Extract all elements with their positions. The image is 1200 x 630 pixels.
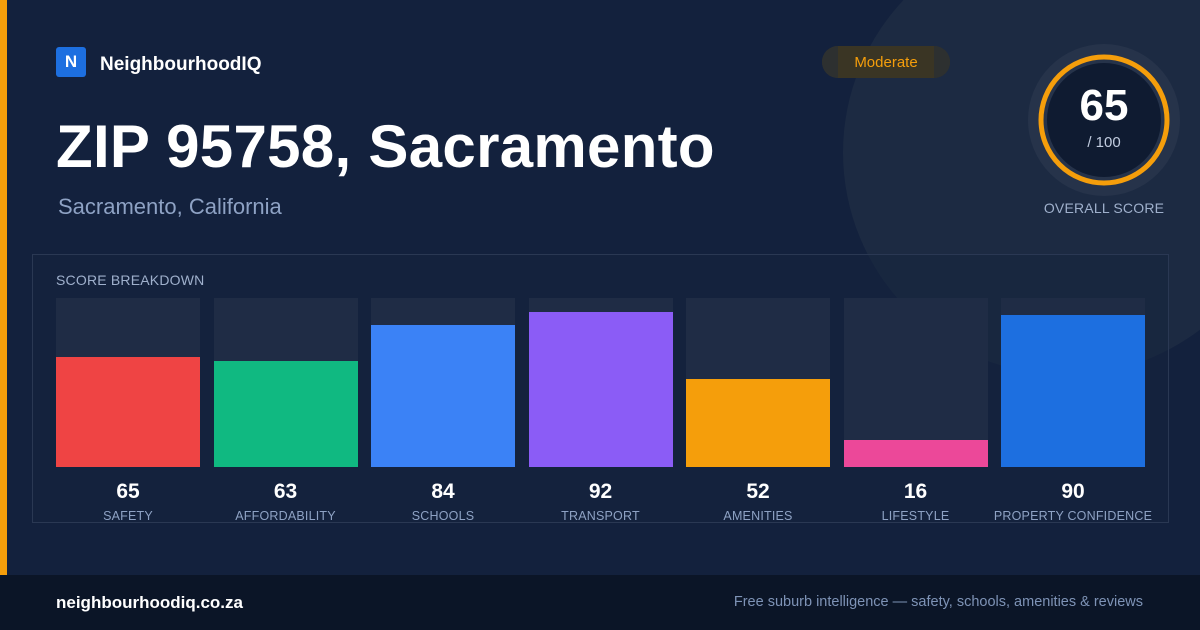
bar-category-label: AMENITIES [723,509,793,523]
bar-category-label: SAFETY [103,509,153,523]
bar-category-label: PROPERTY CONFIDENCE [993,509,1153,523]
accent-stripe [0,0,7,575]
bar-category-label: AFFORDABILITY [235,509,336,523]
panel-title: SCORE BREAKDOWN [56,272,205,288]
footer-site-link[interactable]: neighbourhoodiq.co.za [56,593,243,612]
bar [213,360,358,467]
page-subtitle: Sacramento, California [58,194,282,219]
overall-score-gauge: 65 / 100 [1028,44,1180,196]
footer: neighbourhoodiq.co.za Free suburb intell… [0,575,1200,630]
bar-track [528,298,673,467]
bar-category-label: SCHOOLS [411,509,475,523]
bar-track [686,298,830,467]
bar-value-label: 90 [1061,480,1085,503]
bar [528,311,673,467]
bar-track [56,298,200,467]
score-ring-icon [1028,44,1180,196]
bar-category-label: TRANSPORT [561,509,640,523]
bar-track [1001,298,1145,467]
bar-chart: 65 SAFETY 63 AFFORDABILITY 84 SCHOOLS 92 TRANSP… [33,255,1168,524]
bar-track [213,298,358,467]
brand: N NeighbourhoodIQ [56,46,261,78]
score-card: N NeighbourhoodIQ Moderate ZIP 95758, Sa… [0,0,1180,575]
brand-name: NeighbourhoodIQ [100,54,262,75]
bar-value-label: 16 [903,480,928,503]
bar [843,439,988,467]
overall-score-value: 65 [1079,81,1129,130]
rating-badge-label: Moderate [854,53,918,71]
overall-score-label: OVERALL SCORE [1043,200,1165,216]
bar-value-label: 84 [431,480,455,503]
bar [371,325,515,467]
overall-score-max: / 100 [1087,134,1121,151]
score-breakdown-panel: SCORE BREAKDOWN 65 SAFETY 63 AFFORDABILITY 8… [32,254,1169,523]
bar-value-label: 52 [746,480,770,503]
bar [686,379,830,467]
bar-column: 92 TRANSPORT [528,298,673,524]
bar-column: 84 SCHOOLS [371,298,515,524]
bar-track [371,298,515,467]
footer-tagline: Free suburb intelligence — safety, schoo… [733,594,1143,610]
rating-badge: Moderate [822,46,950,78]
bar-column: 63 AFFORDABILITY [213,298,358,524]
bar-column: 65 SAFETY [56,298,200,524]
bar [56,357,200,467]
page-title: ZIP 95758, Sacramento [56,113,715,180]
bar-column: 16 LIFESTYLE [843,298,988,524]
bar [1001,314,1145,467]
bar-track [843,298,988,467]
bar-value-label: 92 [588,480,613,503]
brand-logo-icon: N [56,47,86,77]
bar-column: 52 AMENITIES [686,298,830,524]
bar-column: 90 PROPERTY CONFIDENCE [994,298,1152,524]
bar-value-label: 65 [116,480,140,503]
bar-category-label: LIFESTYLE [881,509,950,523]
bar-value-label: 63 [273,480,298,503]
